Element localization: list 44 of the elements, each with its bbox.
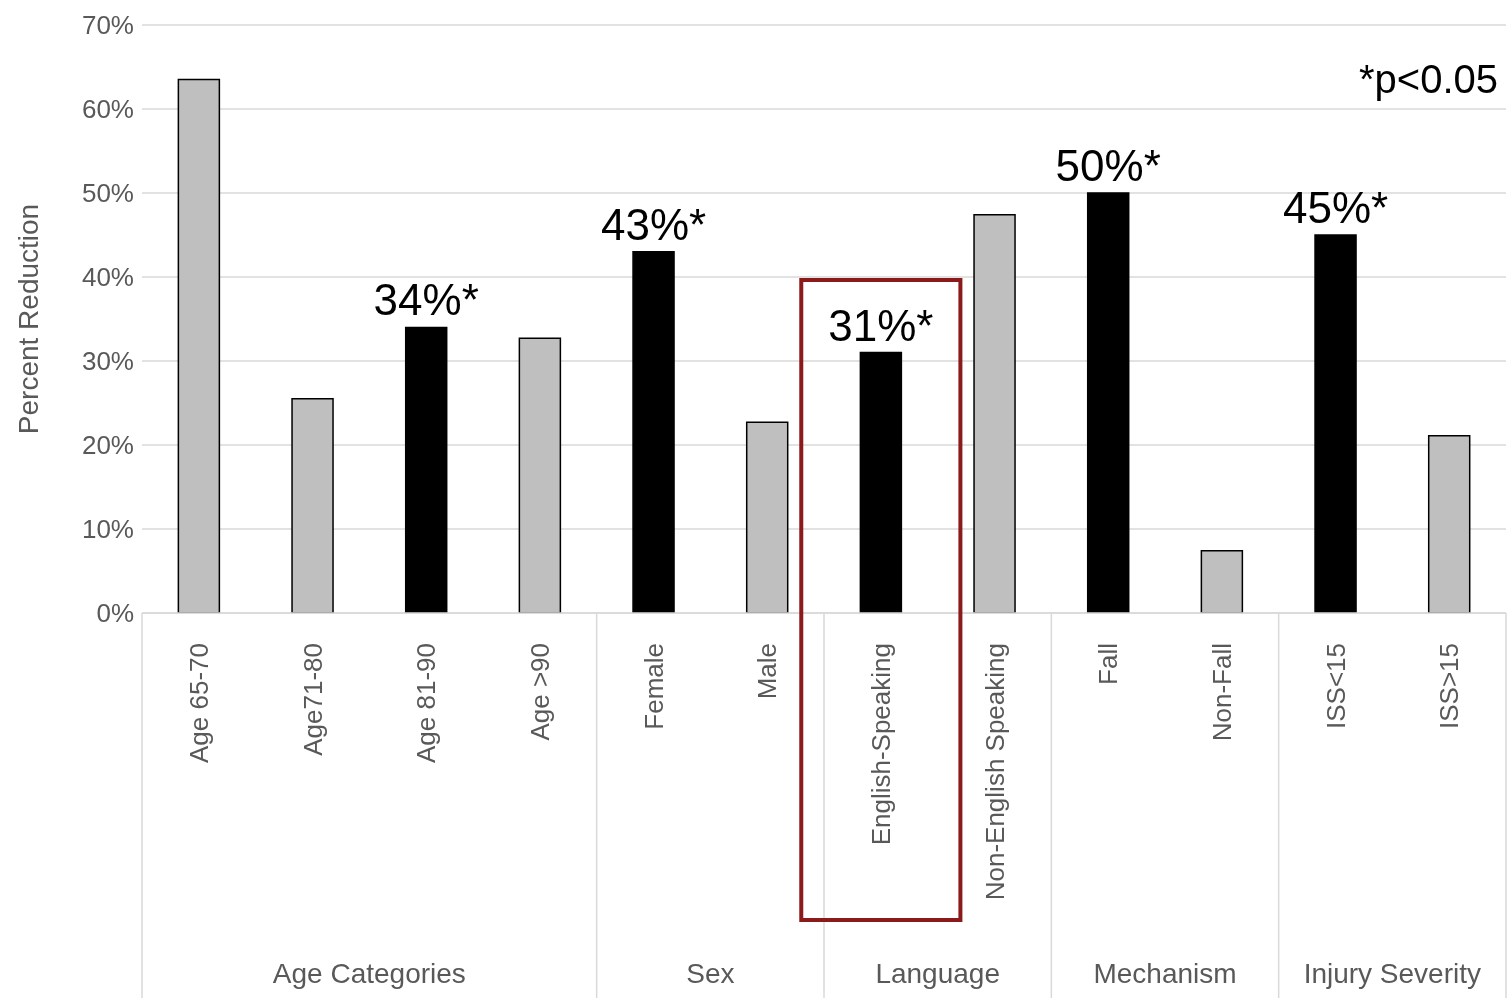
bar [973,214,1016,613]
y-tick-label: 0% [96,598,134,629]
y-tick-label: 70% [81,10,134,41]
x-tick-label: ISS<15 [1320,643,1351,730]
x-tick-label: English-Speaking [865,643,896,846]
data-label: 45%* [1282,183,1389,232]
data-label: 34%* [373,275,479,325]
data-label: 43%* [600,199,707,249]
annotation: *p<0.05 [1358,57,1498,101]
y-axis-title: Percent Reduction [12,203,44,435]
bar [1200,550,1244,613]
x-tick-label: Age 81-90 [411,643,442,763]
text: Language [875,958,1000,989]
bar [177,78,221,613]
bar [518,337,562,613]
x-tick-label: Age 65-70 [183,643,214,763]
text: Sex [686,958,735,989]
bar [859,351,903,613]
bar [291,398,334,613]
y-tick-label: 20% [81,430,134,461]
text: Mechanism [1093,958,1237,989]
y-tick-label: 40% [81,262,134,293]
bar [632,251,675,613]
x-tick-label: Male [752,643,783,700]
y-tick-label: 50% [81,178,134,209]
y-tick-label: 60% [81,94,134,125]
y-tick-label: 30% [81,346,134,377]
x-tick-label: Age71-80 [297,643,328,756]
y-tick-label: 10% [81,514,134,545]
bar [1427,435,1471,613]
bar [745,421,789,613]
x-tick-label: Age >90 [524,643,555,741]
bar [404,326,448,613]
bar [1314,234,1357,613]
data-label: 50%* [1055,141,1161,190]
x-tick-label: Fall [1093,643,1124,685]
text: Age Categories [272,958,466,989]
data-label: 31%* [828,300,934,350]
x-tick-label: ISS>15 [1434,643,1465,730]
bar [1086,192,1130,613]
x-tick-label: Non-English Speaking [979,643,1010,901]
text: Injury Severity [1303,958,1482,989]
x-tick-label: Non-Fall [1206,643,1237,742]
x-tick-label: Female [638,643,669,730]
